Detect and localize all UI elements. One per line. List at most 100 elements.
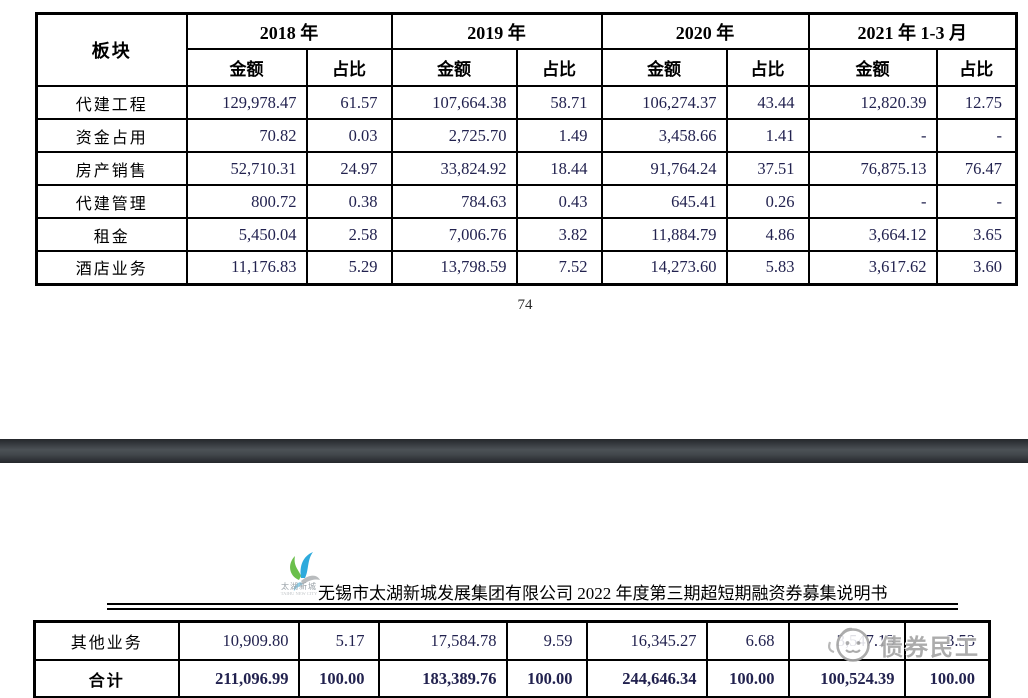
sector-label-cell: 房产销售	[35, 151, 188, 186]
amount-value-cell: 211,096.99	[177, 659, 300, 698]
amount-value-cell: 5,450.04	[185, 217, 308, 252]
share-value-cell: 0.43	[515, 184, 603, 219]
share-value-cell: -	[935, 184, 1018, 219]
sub-header-cell: 占比	[935, 48, 1018, 87]
table-row: 其他业务 10,909.80 5.17 17,584.78 9.59 16,345.27 6…	[33, 621, 991, 661]
share-value-cell: 5.83	[725, 250, 810, 285]
col-header-2019: 2019 年	[390, 12, 603, 50]
share-value-cell: 5.17	[297, 621, 380, 661]
table-row: 租金 5,450.04 2.58 7,006.76 3.82 11,884.79 4.86 3…	[35, 217, 1018, 252]
share-value-cell: 18.44	[515, 151, 603, 186]
share-value-cell: 100.00	[297, 659, 380, 698]
table-row: 代建管理 800.72 0.38 784.63 0.43 645.41 0.26- -	[35, 184, 1018, 219]
amount-value-cell: 17,584.78	[377, 621, 508, 661]
table-row: 资金占用 70.82 0.03 2,725.70 1.49 3,458.66 1.41- -	[35, 118, 1018, 153]
share-value-cell: 0.38	[305, 184, 393, 219]
amount-value-cell: 645.41	[600, 184, 728, 219]
share-value-cell: 0.03	[305, 118, 393, 153]
amount-value-cell: 3,458.66	[600, 118, 728, 153]
amount-value-cell: 106,274.37	[600, 85, 728, 120]
table-row: 酒店业务 11,176.83 5.29 13,798.59 7.52 14,273.60 5…	[35, 250, 1018, 285]
share-value-cell: 61.57	[305, 85, 393, 120]
amount-value-cell: 13,798.59	[390, 250, 518, 285]
sector-label-cell: 合计	[33, 659, 180, 698]
amount-value-cell: 183,389.76	[377, 659, 508, 698]
share-value-cell: 0.26	[725, 184, 810, 219]
share-value-cell: 3.53	[903, 621, 991, 661]
sub-header-cell: 金额	[807, 48, 938, 87]
share-value-cell: -	[935, 118, 1018, 153]
amount-value-cell: 800.72	[185, 184, 308, 219]
share-value-cell: 76.47	[935, 151, 1018, 186]
amount-value-cell: 10,909.80	[177, 621, 300, 661]
amount-value-cell: 52,710.31	[185, 151, 308, 186]
sub-header-cell: 金额	[390, 48, 518, 87]
amount-value-cell: 91,764.24	[600, 151, 728, 186]
share-value-cell: 43.44	[725, 85, 810, 120]
amount-value-cell: 3,664.12	[807, 217, 938, 252]
sub-header-cell: 占比	[725, 48, 810, 87]
amount-value-cell: 2,725.70	[390, 118, 518, 153]
share-value-cell: 5.29	[305, 250, 393, 285]
header-divider	[107, 603, 958, 610]
amount-value-cell: 3,617.62	[807, 250, 938, 285]
share-value-cell: 100.00	[505, 659, 588, 698]
share-value-cell: 3.60	[935, 250, 1018, 285]
share-value-cell: 6.68	[705, 621, 790, 661]
page-number: 74	[517, 297, 533, 313]
share-value-cell: 37.51	[725, 151, 810, 186]
table-row: 代建工程 129,978.47 61.57 107,664.38 58.71 106,27…	[35, 85, 1018, 120]
amount-value-cell: 11,884.79	[600, 217, 728, 252]
table-header-years: 板块 2018 年 2019 年 2020 年 2021 年 1-3 月	[35, 12, 1018, 87]
col-header-2021q1: 2021 年 1-3 月	[807, 12, 1018, 50]
amount-value-cell: 129,978.47	[185, 85, 308, 120]
share-value-cell: 9.59	[505, 621, 588, 661]
sub-header-cell: 占比	[515, 48, 603, 87]
sector-label-cell: 租金	[35, 217, 188, 252]
share-value-cell: 100.00	[705, 659, 790, 698]
amount-value-cell: 107,664.38	[390, 85, 518, 120]
amount-value-cell: 76,875.13	[807, 151, 938, 186]
share-value-cell: 4.86	[725, 217, 810, 252]
amount-value-cell: 3,547.13	[787, 621, 906, 661]
col-header-2018: 2018 年	[185, 12, 393, 50]
amount-value-cell: 784.63	[390, 184, 518, 219]
logo-subtext: TAIHU NEW CITY	[280, 592, 318, 597]
share-value-cell: 58.71	[515, 85, 603, 120]
amount-value-cell: 244,646.34	[585, 659, 708, 698]
amount-value-cell: 14,273.60	[600, 250, 728, 285]
table-row: 房产销售 52,710.31 24.97 33,824.92 18.44 91,764.2…	[35, 151, 1018, 186]
revenue-breakdown-table-continued: 其他业务 10,909.80 5.17 17,584.78 9.59 16,345.27 6…	[33, 620, 991, 698]
amount-value-cell: 12,820.39	[807, 85, 938, 120]
share-value-cell: 3.82	[515, 217, 603, 252]
sector-label-cell: 其他业务	[33, 621, 180, 661]
col-header-2020: 2020 年	[600, 12, 810, 50]
share-value-cell: 1.41	[725, 118, 810, 153]
document-title: 无锡市太湖新城发展集团有限公司 2022 年度第三期超短期融资券募集说明书	[318, 584, 888, 603]
table-row: 合计 211,096.99 100.00 183,389.76 100.00 244,64…	[33, 659, 991, 698]
amount-value-cell: 16,345.27	[585, 621, 708, 661]
sector-label-cell: 酒店业务	[35, 250, 188, 285]
share-value-cell: 2.58	[305, 217, 393, 252]
share-value-cell: 3.65	[935, 217, 1018, 252]
sector-label-cell: 代建工程	[35, 85, 188, 120]
revenue-breakdown-table: 板块 2018 年 2019 年 2020 年 2021 年 1-3 月 金额占…	[35, 12, 1018, 286]
company-logo-icon	[290, 552, 320, 591]
table-header-metrics: 金额 占比 金额 占比 金额 占比 金额 占比	[37, 48, 1018, 87]
amount-value-cell: 33,824.92	[390, 151, 518, 186]
amount-value-cell: 11,176.83	[185, 250, 308, 285]
sector-label-cell: 代建管理	[35, 184, 188, 219]
share-value-cell: 100.00	[903, 659, 991, 698]
sub-header-cell: 占比	[305, 48, 393, 87]
sector-label-cell: 资金占用	[35, 118, 188, 153]
page-separator	[0, 439, 1028, 463]
share-value-cell: 7.52	[515, 250, 603, 285]
sub-header-cell: 金额	[185, 48, 308, 87]
amount-value-cell: 7,006.76	[390, 217, 518, 252]
amount-value-cell: -	[807, 118, 938, 153]
amount-value-cell: -	[807, 184, 938, 219]
share-value-cell: 12.75	[935, 85, 1018, 120]
logo-wordmark: 太湖新城 TAIHU NEW CITY	[276, 583, 322, 599]
share-value-cell: 24.97	[305, 151, 393, 186]
